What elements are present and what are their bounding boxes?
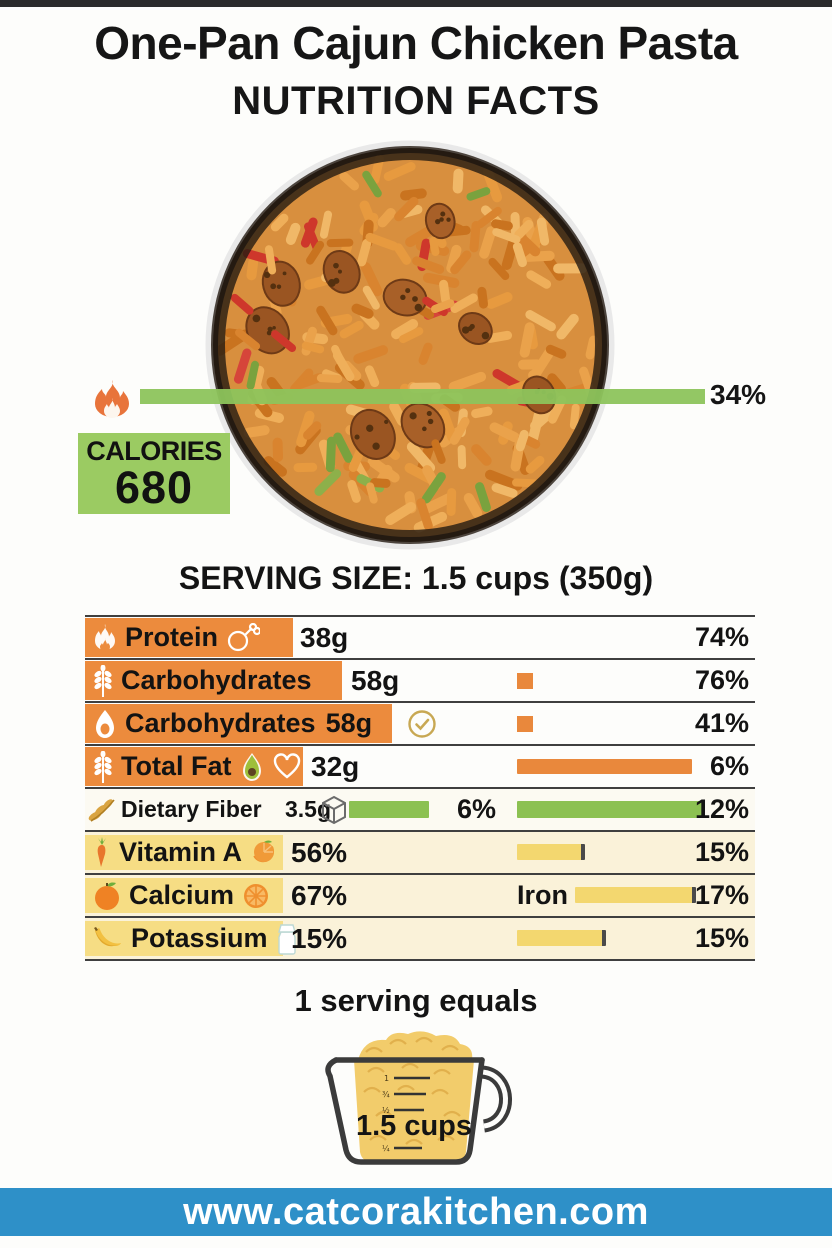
- nutrient-dv: 41%: [694, 708, 749, 738]
- check-circle-icon: [407, 709, 437, 739]
- dish-photo: [205, 140, 615, 550]
- nutrient-dv: 6%: [709, 751, 749, 781]
- table-row: Calcium 67% Iron 17%: [85, 873, 755, 916]
- banana-icon: [93, 926, 123, 952]
- nutrient-name: Dietary Fiber: [121, 796, 262, 822]
- avocado-icon: [240, 752, 264, 782]
- dv-bar: [517, 930, 606, 946]
- page-title: One-Pan Cajun Chicken Pasta: [94, 17, 738, 69]
- nutrient-dv: 15%: [694, 837, 749, 867]
- nutrient-chip: Carbohydrates: [85, 661, 342, 700]
- nutrient-name: Total Fat: [121, 751, 232, 781]
- nutrient-value: 15%: [291, 923, 348, 954]
- nutrient-value: 67%: [291, 880, 348, 911]
- page-subtitle: NUTRITION FACTS: [232, 79, 600, 123]
- dv-marker-square: [517, 716, 533, 732]
- nutrient-dv: 12%: [694, 794, 749, 824]
- drumstick-icon: [226, 622, 261, 653]
- nutrient-value: 58g: [351, 665, 400, 696]
- nutrient-value: 32g: [311, 751, 360, 782]
- nutrient-chip: Potassium: [85, 921, 296, 956]
- dv-bar: [517, 801, 702, 818]
- calories-dv-percent: 34%: [710, 379, 767, 410]
- svg-text:¼: ¼: [382, 1144, 390, 1153]
- table-row: Carbohydrates 58g 76%: [85, 658, 755, 701]
- egg-icon: [93, 709, 117, 739]
- orange-slice-icon: [242, 882, 270, 910]
- nutrient-chip: Carbohydrates 58g: [85, 704, 392, 743]
- wheat-icon: [93, 750, 113, 783]
- calories-dv-bar: [140, 389, 705, 404]
- footer-bar: www.catcorakitchen.com: [0, 1188, 832, 1236]
- measuring-cup: 1 ¾ ½ ¼ 1.5 cups: [325, 1031, 512, 1165]
- table-row: Total Fat 32g 6%: [85, 744, 755, 787]
- top-strip: [0, 0, 832, 7]
- flame-icon: [93, 623, 117, 652]
- calories-value: 680: [114, 461, 194, 513]
- nutrient-dv: 74%: [694, 622, 749, 652]
- serving-size: SERVING SIZE: 1.5 cups (350g): [178, 560, 654, 596]
- cube-icon: [320, 795, 348, 825]
- flame-icon: [95, 380, 129, 418]
- nutrient-name: Calcium: [129, 880, 235, 910]
- dv-bar: [575, 887, 696, 903]
- table-row: Potassium 15% 15%: [85, 916, 755, 961]
- svg-text:1: 1: [384, 1074, 389, 1083]
- svg-text:¾: ¾: [382, 1090, 390, 1099]
- nutrient-name: Potassium: [131, 923, 268, 953]
- nutrient-dv: 15%: [694, 923, 749, 953]
- mid-bar: [349, 801, 429, 818]
- heart-icon: [272, 752, 302, 781]
- nutrient-chip: Calcium: [85, 878, 283, 913]
- carrot-icon: [93, 836, 111, 869]
- dv-bar: [517, 844, 585, 860]
- table-row: Vitamin A 56% 15%: [85, 830, 755, 873]
- nutrient-value: 58g: [325, 708, 373, 738]
- nutrient-value: 56%: [291, 837, 348, 868]
- nutrient-chip: Vitamin A: [85, 835, 283, 870]
- mid-percent: 6%: [457, 794, 497, 824]
- nutrient-name: Vitamin A: [119, 837, 243, 867]
- tangerine-icon: [250, 839, 278, 867]
- nutrient-dv: 76%: [694, 665, 749, 695]
- cup-measure-label: 1.5 cups: [356, 1110, 472, 1142]
- milk-icon: [276, 923, 298, 955]
- serving-equals-heading: 1 serving equals: [294, 983, 538, 1018]
- calories-box: CALORIES 680: [78, 433, 230, 514]
- table-row: Carbohydrates 58g 41%: [85, 701, 755, 744]
- orange-icon: [93, 881, 121, 911]
- table-row: Dietary Fiber 3.5g 6% 12%: [85, 787, 755, 830]
- svg-text:½: ½: [382, 1106, 390, 1115]
- dv-bar: [517, 759, 692, 774]
- nutrient-dv: 17%: [694, 880, 749, 910]
- iron-label: Iron: [517, 880, 568, 910]
- calories-label: CALORIES: [86, 435, 222, 466]
- website-url[interactable]: www.catcorakitchen.com: [183, 1190, 649, 1233]
- grain-icon: [87, 796, 117, 824]
- nutrient-name: Carbohydrates: [121, 665, 312, 695]
- nutrient-chip: Total Fat: [85, 747, 303, 786]
- wheat-icon: [93, 664, 113, 697]
- nutrient-name: Carbohydrates: [125, 708, 316, 738]
- nutrient-name: Protein: [125, 622, 219, 652]
- table-row: Protein 38g 74%: [85, 615, 755, 658]
- dv-marker-square: [517, 673, 533, 689]
- nutrient-value: 38g: [300, 622, 349, 653]
- nutrient-chip: Protein: [85, 618, 293, 657]
- nutrition-table: Protein 38g 74% Carbohydrates 58g 76% Ca…: [85, 615, 755, 961]
